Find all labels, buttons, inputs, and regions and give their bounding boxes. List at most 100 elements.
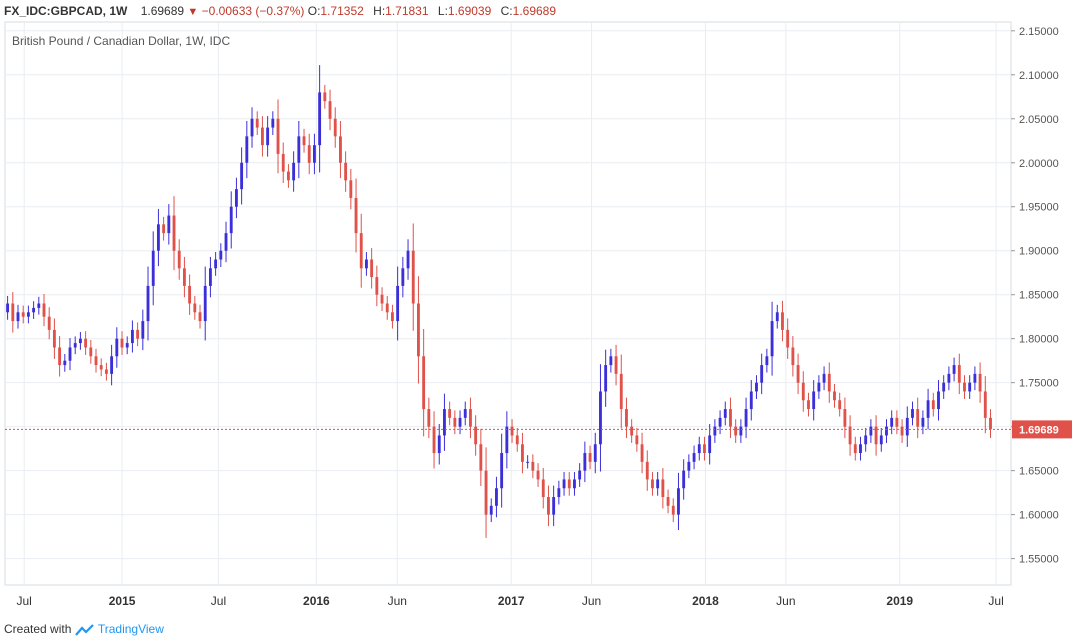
candle-body	[432, 426, 436, 454]
candle-body	[588, 453, 592, 462]
candle-body	[110, 356, 114, 374]
candle-body	[765, 356, 769, 366]
candle-body	[162, 224, 166, 234]
high-label: H:	[373, 4, 386, 18]
x-tick-label: Jul	[211, 594, 226, 608]
candle-body	[193, 303, 197, 313]
candle-body	[796, 365, 800, 383]
candle-body	[651, 479, 654, 489]
y-tick-label: 1.60000	[1019, 510, 1059, 522]
candle-body	[656, 479, 660, 489]
y-tick-label: 2.10000	[1019, 70, 1059, 82]
last-price-label: 1.69689	[1019, 424, 1059, 436]
candle-body	[255, 118, 259, 128]
candle-body	[869, 426, 873, 436]
candle-body	[879, 435, 883, 445]
candle-body	[380, 294, 384, 304]
candle-body	[921, 417, 925, 427]
candle-body	[437, 435, 441, 454]
candle-body	[401, 268, 405, 286]
symbol-label[interactable]: FX_IDC:GBPCAD, 1W	[4, 4, 128, 18]
candle-body	[952, 365, 956, 374]
candle-body	[640, 444, 644, 462]
candle-body	[718, 417, 722, 427]
candle-body	[786, 329, 790, 348]
candle-body	[989, 417, 992, 430]
candle-body	[479, 444, 483, 471]
candle-body	[63, 360, 67, 366]
candle-body	[760, 365, 764, 383]
candle-body	[281, 153, 285, 172]
candle-body	[885, 426, 888, 436]
x-tick-label: 2017	[498, 594, 525, 608]
candle-body	[245, 136, 249, 163]
candle-body	[521, 444, 524, 462]
candle-body	[250, 118, 254, 137]
candle-body	[770, 321, 774, 357]
close-label: C:	[500, 4, 513, 18]
candle-body	[219, 250, 223, 260]
candle-body	[838, 400, 842, 410]
candle-body	[208, 268, 212, 286]
candle-body	[146, 285, 150, 322]
candle-body	[593, 444, 597, 462]
candle-body	[833, 391, 836, 401]
candle-body	[614, 356, 618, 374]
candle-body	[406, 250, 410, 269]
candle-body	[578, 470, 582, 480]
candle-body	[365, 259, 368, 269]
candle-body	[427, 409, 431, 427]
candle-body	[234, 189, 238, 207]
x-tick-label: Jun	[776, 594, 795, 608]
created-with-label: Created with	[4, 622, 72, 636]
candle-body	[99, 365, 103, 370]
candle-body	[510, 426, 514, 436]
candle-body	[645, 461, 649, 480]
x-tick-label: Jun	[582, 594, 601, 608]
candle-body	[120, 338, 124, 348]
candle-body	[978, 373, 982, 392]
candle-body	[911, 409, 914, 418]
candle-body	[635, 435, 639, 445]
candle-body	[905, 417, 909, 436]
open-label: O:	[307, 4, 321, 18]
candle-body	[469, 409, 472, 427]
x-tick-label: 2018	[692, 594, 719, 608]
candle-body	[557, 488, 561, 498]
candle-body	[339, 136, 342, 163]
candle-body	[853, 444, 857, 454]
footer: Created with TradingView	[4, 622, 164, 637]
candle-body	[968, 382, 972, 392]
candle-body	[422, 356, 426, 410]
candle-body	[583, 453, 587, 471]
change-value: −0.00633 (−0.37%)	[201, 4, 305, 18]
candle-body	[68, 347, 72, 361]
candle-body	[489, 505, 493, 515]
candle-body	[385, 303, 389, 313]
candle-body	[807, 400, 810, 410]
candle-body	[271, 118, 275, 128]
candle-body	[739, 426, 743, 436]
open-value: 1.71352	[320, 4, 364, 18]
low-value: 1.69039	[447, 4, 492, 18]
y-tick-label: 1.55000	[1019, 554, 1059, 566]
candle-body	[599, 391, 602, 445]
candle-body	[500, 453, 504, 489]
candle-body	[6, 303, 10, 313]
candle-body	[125, 343, 129, 348]
candle-body	[11, 303, 15, 322]
tradingview-brand[interactable]: TradingView	[97, 622, 164, 636]
candle-body	[104, 369, 108, 374]
candle-body	[188, 285, 192, 304]
candle-body	[661, 479, 665, 498]
candle-body	[609, 356, 613, 366]
candle-body	[130, 329, 134, 344]
candle-body	[151, 250, 155, 286]
candle-body	[286, 171, 290, 181]
candle-body	[791, 347, 795, 366]
candle-body	[141, 321, 145, 339]
close-value: 1.69689	[512, 4, 557, 18]
candle-body	[812, 391, 816, 410]
candle-body	[947, 373, 951, 383]
